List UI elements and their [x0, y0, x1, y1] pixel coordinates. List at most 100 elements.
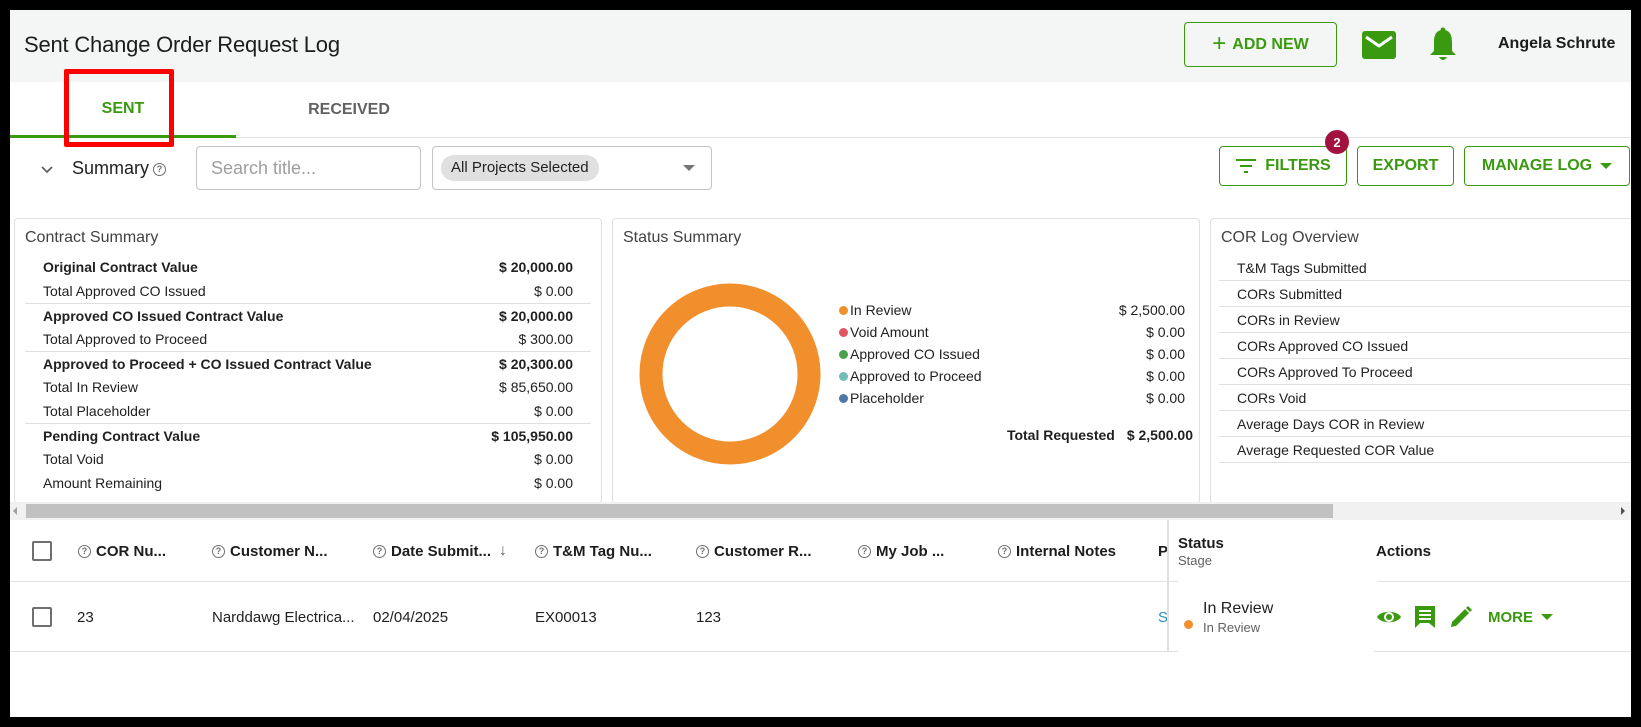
- legend-label: Approved CO Issued: [850, 346, 980, 362]
- column-label: My Job ...: [876, 542, 945, 560]
- comment-icon[interactable]: [1412, 604, 1438, 630]
- legend-dot-icon: [839, 371, 848, 381]
- export-button[interactable]: EXPORT: [1357, 146, 1454, 186]
- row-label: Original Contract Value: [43, 259, 198, 275]
- scroll-left-arrow-icon[interactable]: [13, 507, 17, 515]
- summary-toggle[interactable]: Summary?: [72, 158, 167, 179]
- cor-log-overview-card: COR Log Overview T&M Tags Submitted CORs…: [1210, 218, 1631, 504]
- column-header-status[interactable]: Status Stage: [1178, 520, 1378, 582]
- row-checkbox[interactable]: [32, 607, 52, 627]
- column-header-date-submitted[interactable]: ? Date Submit... ↓: [373, 520, 507, 582]
- status-dot-icon: [1184, 619, 1193, 629]
- row-value: $ 20,300.00: [499, 355, 573, 372]
- legend-item: Approved to Proceed $ 0.00: [839, 365, 1185, 387]
- plus-icon: +: [1212, 29, 1227, 57]
- row-value: $ 105,950.00: [491, 427, 573, 444]
- row-label: Amount Remaining: [43, 475, 163, 491]
- summary-row: Approved CO Issued Contract Value $ 20,00…: [25, 303, 591, 327]
- column-header-internal-notes[interactable]: ? Internal Notes: [998, 520, 1116, 582]
- row-select-cell: [32, 582, 52, 652]
- cell-customer-name: Narddawg Electrica...: [212, 608, 355, 626]
- column-header-customer-name[interactable]: ? Customer N...: [212, 520, 328, 582]
- help-icon[interactable]: ?: [535, 544, 548, 558]
- legend-item: Placeholder $ 0.00: [839, 387, 1185, 409]
- cell-p-link[interactable]: S: [1158, 608, 1169, 626]
- chevron-down-icon[interactable]: [38, 160, 56, 178]
- app-window: Sent Change Order Request Log + ADD NEW …: [10, 10, 1631, 717]
- status-donut-chart[interactable]: [639, 283, 821, 465]
- column-header-tm-tag-number[interactable]: ? T&M Tag Nu...: [535, 520, 652, 582]
- help-icon[interactable]: ?: [998, 544, 1011, 558]
- help-icon[interactable]: ?: [153, 163, 167, 176]
- eye-icon[interactable]: [1376, 604, 1402, 630]
- help-icon[interactable]: ?: [373, 544, 386, 558]
- page-title: Sent Change Order Request Log: [24, 32, 340, 57]
- tab-sent[interactable]: SENT: [10, 82, 236, 138]
- row-value: $ 85,650.00: [499, 379, 573, 395]
- row-value: $ 0.00: [534, 451, 573, 467]
- row-value: $ 20,000.00: [499, 259, 573, 275]
- tab-received[interactable]: RECEIVED: [308, 101, 390, 118]
- legend-label: Void Amount: [850, 324, 929, 340]
- column-header-my-job[interactable]: ? My Job ...: [858, 520, 944, 582]
- table-header: ? COR Nu... ? Customer N... ? Date Submit..…: [10, 520, 1631, 582]
- cell-customer-ref: 123: [696, 608, 722, 626]
- overview-item: CORs Submitted: [1219, 281, 1631, 307]
- page-header: Sent Change Order Request Log + ADD NEW …: [10, 10, 1631, 82]
- scroll-right-arrow-icon[interactable]: [1621, 507, 1625, 515]
- more-actions-button[interactable]: MORE: [1488, 609, 1553, 626]
- column-header-customer-ref[interactable]: ? Customer R...: [696, 520, 812, 582]
- legend-item: Approved CO Issued $ 0.00: [839, 343, 1185, 365]
- add-new-button[interactable]: + ADD NEW: [1184, 22, 1337, 67]
- help-icon[interactable]: ?: [858, 544, 871, 558]
- mail-icon[interactable]: [1362, 31, 1396, 59]
- legend-value: $ 0.00: [1146, 390, 1185, 406]
- scrollbar-thumb[interactable]: [26, 504, 1333, 518]
- search-input[interactable]: [196, 146, 421, 190]
- bell-icon[interactable]: [1428, 27, 1458, 63]
- caret-down-icon: [1600, 163, 1613, 169]
- card-title: Status Summary: [623, 229, 742, 246]
- legend-dot-icon: [839, 393, 848, 403]
- tab-bar: SENT RECEIVED: [10, 82, 1631, 138]
- manage-log-button[interactable]: MANAGE LOG: [1464, 146, 1630, 186]
- row-value: $ 20,000.00: [499, 307, 573, 324]
- cell-cor-number: 23: [77, 608, 94, 626]
- legend-dot-icon: [839, 327, 848, 337]
- filter-count-badge: 2: [1325, 130, 1349, 154]
- summary-row: Total Approved to Proceed $ 300.00: [25, 327, 591, 351]
- summary-row: Total In Review $ 85,650.00: [25, 375, 591, 399]
- more-label: MORE: [1488, 608, 1533, 626]
- horizontal-scrollbar[interactable]: [10, 502, 1631, 520]
- legend-item: In Review $ 2,500.00: [839, 299, 1185, 321]
- cell-tm-tag-number: EX00013: [535, 608, 597, 626]
- filters-button[interactable]: FILTERS: [1219, 146, 1347, 186]
- user-name[interactable]: Angela Schrute: [1498, 35, 1616, 52]
- legend-value: $ 0.00: [1146, 368, 1185, 384]
- legend-dot-icon: [839, 305, 848, 315]
- column-header-cor-number[interactable]: ? COR Nu...: [78, 520, 166, 582]
- column-header-p[interactable]: P: [1158, 542, 1169, 560]
- cell-actions: MORE: [1376, 582, 1553, 652]
- help-icon[interactable]: ?: [696, 544, 709, 558]
- sticky-column-divider: [1167, 520, 1169, 652]
- caret-down-icon: [1541, 614, 1553, 620]
- overview-item: CORs in Review: [1219, 307, 1631, 333]
- sort-down-arrow-icon[interactable]: ↓: [499, 542, 508, 559]
- overview-item: CORs Void: [1219, 385, 1631, 411]
- column-label: Date Submit...: [391, 542, 492, 560]
- column-label: T&M Tag Nu...: [553, 542, 652, 560]
- legend-label: Approved to Proceed: [850, 368, 982, 384]
- table-row[interactable]: 23 Narddawg Electrica... 02/04/2025 EX00…: [10, 582, 1631, 652]
- select-all-checkbox[interactable]: [32, 541, 52, 561]
- summary-row: Total Void $ 0.00: [25, 447, 591, 471]
- status-text: In Review: [1203, 599, 1274, 617]
- project-select[interactable]: All Projects Selected: [432, 146, 712, 190]
- pencil-edit-icon[interactable]: [1448, 604, 1474, 630]
- contract-summary-card: Contract Summary Original Contract Value…: [14, 218, 602, 504]
- row-label: Pending Contract Value: [43, 427, 201, 444]
- select-all-cell: [32, 520, 52, 582]
- help-icon[interactable]: ?: [78, 544, 91, 558]
- column-sublabel: Stage: [1178, 552, 1212, 568]
- help-icon[interactable]: ?: [212, 544, 225, 558]
